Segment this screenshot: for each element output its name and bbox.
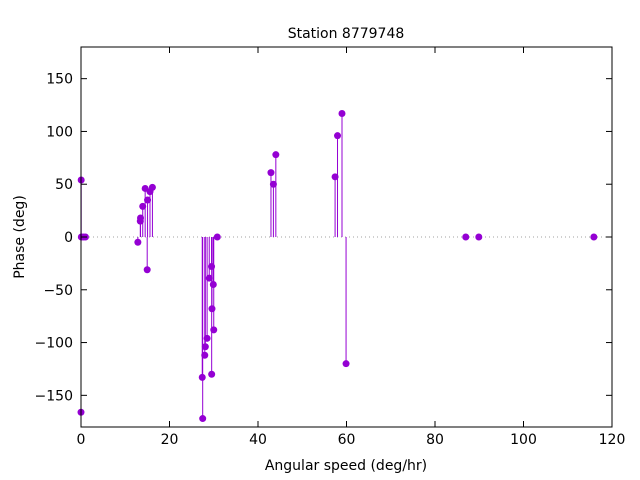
data-point bbox=[208, 370, 216, 378]
data-point bbox=[201, 351, 209, 359]
data-point bbox=[209, 281, 217, 288]
y-axis-label: Phase (deg) bbox=[12, 195, 28, 279]
x-tick-label: 100 bbox=[510, 432, 537, 448]
y-tick-label: −50 bbox=[43, 283, 73, 299]
data-point bbox=[203, 334, 211, 342]
y-tick-label: 150 bbox=[46, 72, 73, 88]
data-point bbox=[338, 110, 346, 117]
data-point bbox=[334, 132, 342, 140]
y-axis: −150 −100 −50 0 50 100 150 bbox=[35, 72, 612, 404]
y-tick-label: −100 bbox=[35, 336, 73, 352]
data-point bbox=[205, 274, 213, 282]
x-axis: 0 20 40 60 80 100 120 bbox=[77, 47, 626, 448]
data-point bbox=[269, 180, 277, 188]
data-point bbox=[137, 214, 145, 222]
data-point bbox=[590, 233, 598, 241]
y-tick-label: −150 bbox=[35, 388, 73, 404]
x-axis-label: Angular speed (deg/hr) bbox=[265, 458, 427, 474]
x-tick-label: 20 bbox=[161, 432, 179, 448]
data-point bbox=[139, 202, 147, 210]
chart-title: Station 8779748 bbox=[288, 26, 405, 42]
y-tick-label: 0 bbox=[64, 230, 73, 246]
x-tick-label: 80 bbox=[426, 432, 444, 448]
x-tick-label: 40 bbox=[249, 432, 267, 448]
data-point bbox=[148, 183, 156, 191]
data-point bbox=[331, 173, 339, 181]
data-point bbox=[199, 415, 207, 423]
data-point bbox=[208, 305, 216, 313]
data-impulses bbox=[80, 113, 347, 419]
plot-area bbox=[77, 46, 613, 428]
data-point bbox=[462, 233, 470, 241]
data-point bbox=[198, 373, 206, 381]
data-point bbox=[201, 343, 209, 351]
data-point bbox=[134, 238, 142, 246]
data-point bbox=[475, 233, 483, 241]
data-point bbox=[342, 360, 350, 368]
x-tick-label: 0 bbox=[77, 432, 86, 448]
data-point bbox=[144, 196, 152, 204]
y-tick-label: 100 bbox=[46, 124, 73, 140]
y-tick-label: 50 bbox=[55, 177, 73, 193]
data-point bbox=[213, 233, 221, 241]
data-point bbox=[210, 326, 218, 334]
data-points bbox=[77, 110, 598, 423]
data-point bbox=[267, 169, 275, 177]
data-point bbox=[143, 266, 151, 274]
x-tick-label: 120 bbox=[599, 432, 626, 448]
data-point bbox=[272, 151, 280, 159]
x-tick-label: 60 bbox=[338, 432, 356, 448]
data-point bbox=[208, 263, 216, 271]
